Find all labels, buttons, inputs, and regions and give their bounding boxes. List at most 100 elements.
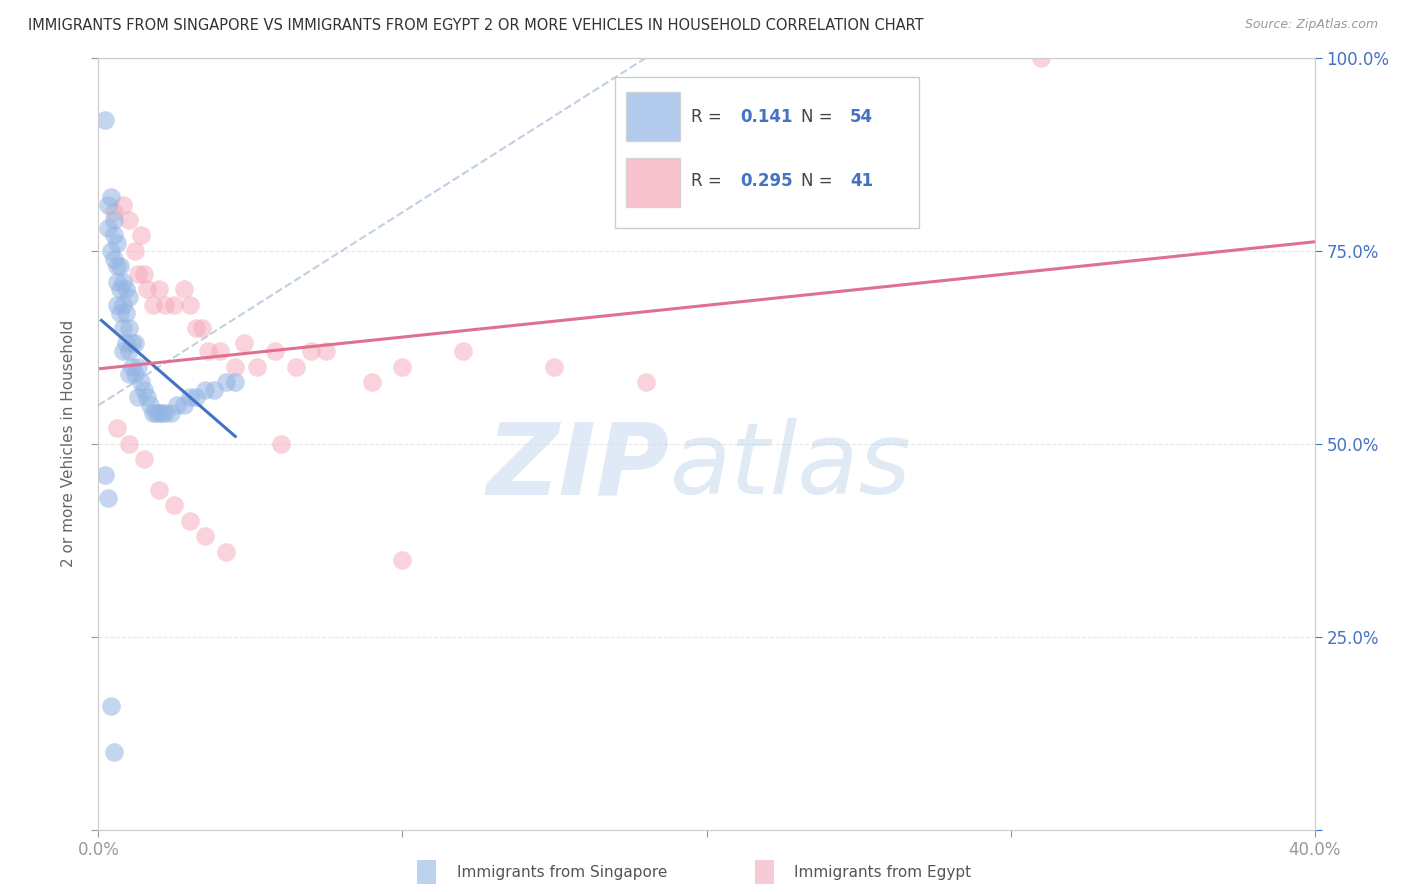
Text: R =: R =	[690, 172, 727, 190]
Point	[202, 383, 225, 397]
Text: 54: 54	[851, 108, 873, 126]
Point	[132, 452, 155, 467]
Point	[124, 336, 146, 351]
Point	[111, 197, 134, 211]
Point	[453, 344, 475, 359]
Point	[634, 375, 657, 389]
Text: Immigrants from Singapore: Immigrants from Singapore	[457, 865, 668, 880]
Point	[124, 368, 146, 382]
Point	[114, 305, 136, 319]
Point	[105, 260, 128, 274]
Point	[118, 321, 141, 335]
Point	[543, 359, 565, 374]
Text: Source: ZipAtlas.com: Source: ZipAtlas.com	[1244, 18, 1378, 31]
Point	[118, 344, 141, 359]
Point	[1029, 51, 1052, 65]
Point	[114, 282, 136, 296]
Point	[103, 252, 125, 266]
Text: 0.141: 0.141	[741, 108, 793, 126]
Point	[105, 236, 128, 251]
Point	[148, 282, 170, 296]
Point	[173, 398, 195, 412]
Text: 0.295: 0.295	[741, 172, 793, 190]
Point	[127, 267, 149, 281]
Point	[96, 220, 118, 235]
Point	[118, 213, 141, 227]
Text: R =: R =	[690, 108, 727, 126]
Text: Immigrants from Egypt: Immigrants from Egypt	[794, 865, 972, 880]
Point	[114, 336, 136, 351]
Point	[315, 344, 337, 359]
Text: N =: N =	[801, 172, 838, 190]
Point	[139, 398, 162, 412]
Point	[103, 745, 125, 759]
Point	[127, 359, 149, 374]
Point	[136, 391, 159, 405]
Y-axis label: 2 or more Vehicles in Household: 2 or more Vehicles in Household	[60, 320, 76, 567]
FancyBboxPatch shape	[626, 92, 679, 141]
Point	[93, 112, 115, 127]
Point	[270, 436, 292, 450]
Point	[194, 383, 217, 397]
Point	[142, 406, 165, 420]
Point	[96, 491, 118, 505]
Point	[108, 282, 131, 296]
Point	[160, 406, 183, 420]
Point	[105, 421, 128, 435]
Point	[209, 344, 232, 359]
Point	[145, 406, 167, 420]
Point	[148, 406, 170, 420]
Point	[194, 529, 217, 543]
Point	[179, 391, 201, 405]
Point	[285, 359, 308, 374]
Point	[224, 359, 246, 374]
Point	[124, 244, 146, 258]
Point	[391, 552, 413, 566]
Text: atlas: atlas	[671, 418, 911, 516]
Point	[103, 228, 125, 243]
Text: IMMIGRANTS FROM SINGAPORE VS IMMIGRANTS FROM EGYPT 2 OR MORE VEHICLES IN HOUSEHO: IMMIGRANTS FROM SINGAPORE VS IMMIGRANTS …	[28, 18, 924, 33]
Point	[93, 467, 115, 482]
Point	[100, 699, 122, 714]
Point	[142, 298, 165, 312]
Text: 41: 41	[851, 172, 873, 190]
Point	[179, 514, 201, 528]
Point	[129, 375, 152, 389]
Text: N =: N =	[801, 108, 838, 126]
Point	[150, 406, 173, 420]
Point	[111, 344, 134, 359]
Point	[148, 483, 170, 497]
Point	[108, 305, 131, 319]
Point	[163, 298, 186, 312]
Point	[233, 336, 256, 351]
Point	[361, 375, 384, 389]
FancyBboxPatch shape	[626, 158, 679, 207]
Point	[103, 205, 125, 219]
Point	[215, 375, 238, 389]
Point	[100, 190, 122, 204]
Point	[96, 197, 118, 211]
Point	[184, 321, 207, 335]
Point	[105, 298, 128, 312]
Point	[118, 368, 141, 382]
Point	[245, 359, 267, 374]
Point	[118, 436, 141, 450]
Point	[166, 398, 188, 412]
Point	[155, 406, 177, 420]
Point	[191, 321, 214, 335]
Point	[391, 359, 413, 374]
Point	[121, 359, 143, 374]
FancyBboxPatch shape	[616, 78, 920, 227]
Point	[111, 321, 134, 335]
Point	[184, 391, 207, 405]
Point	[163, 499, 186, 513]
Point	[263, 344, 285, 359]
Point	[197, 344, 219, 359]
Point	[215, 545, 238, 559]
Point	[111, 275, 134, 289]
Point	[136, 282, 159, 296]
Point	[132, 267, 155, 281]
Point	[132, 383, 155, 397]
Point	[100, 244, 122, 258]
Point	[129, 228, 152, 243]
